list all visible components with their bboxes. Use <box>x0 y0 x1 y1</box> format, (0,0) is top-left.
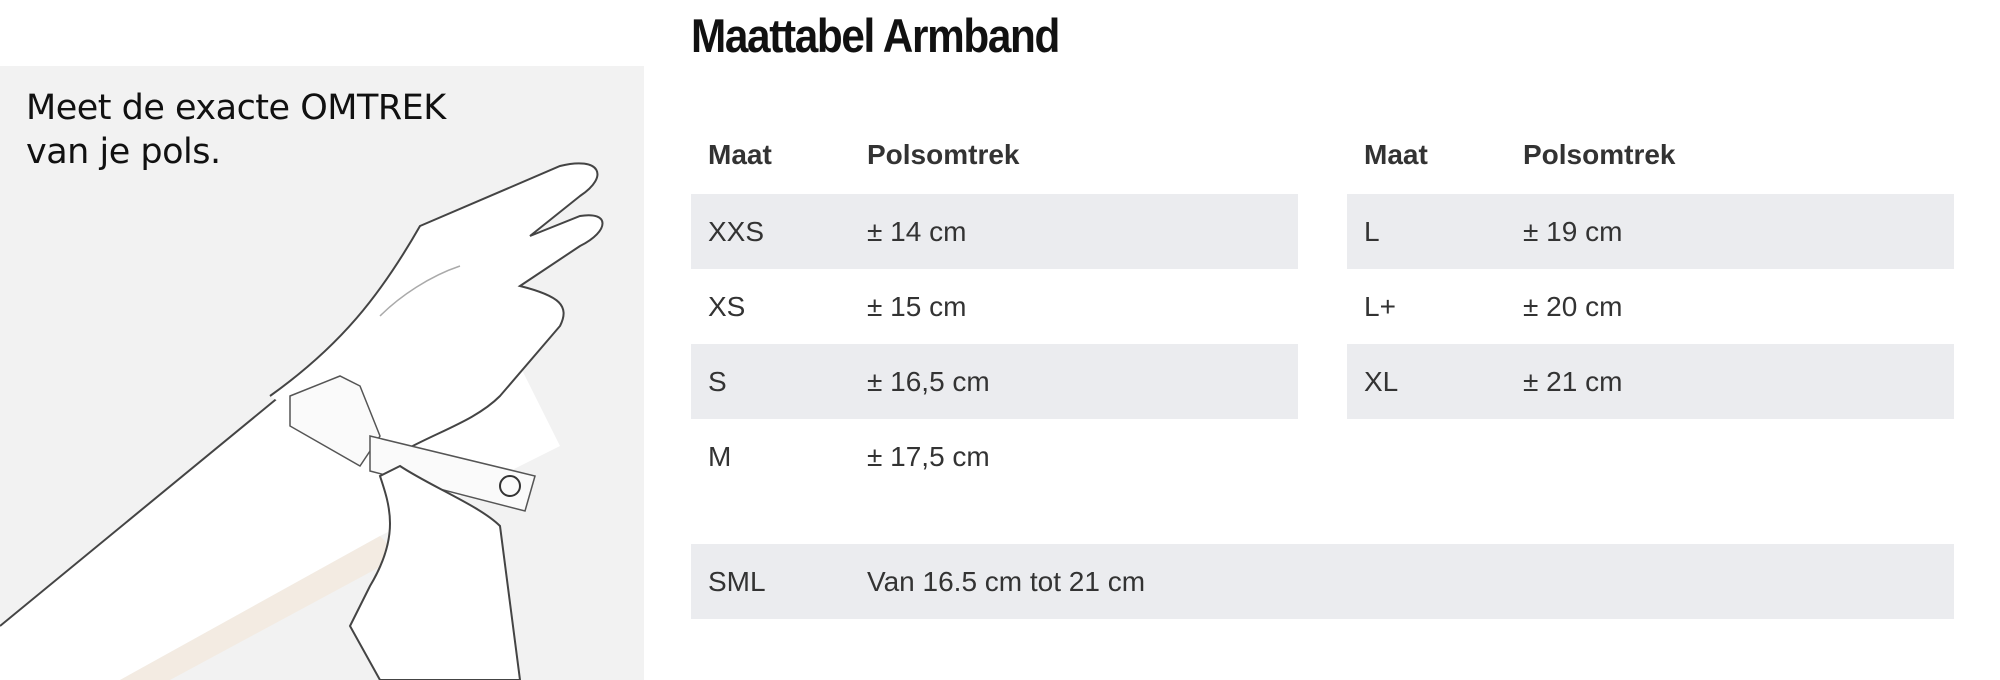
circumference-cell: ± 17,5 cm <box>867 440 990 472</box>
circumference-cell: ± 19 cm <box>1523 215 1623 247</box>
page-title: Maattabel Armband <box>691 9 1060 62</box>
instruction-panel: Meet de exacte OMTREK van je pols. <box>0 66 644 680</box>
size-cell: XXS <box>708 215 765 247</box>
header-size: Maat <box>708 138 772 170</box>
size-cell: M <box>708 440 732 472</box>
circumference-cell: ± 15 cm <box>867 290 967 322</box>
table-row: S ± 16,5 cm <box>691 344 1298 419</box>
header-size: Maat <box>1364 138 1428 170</box>
size-cell: SML <box>708 565 766 597</box>
header-circumference: Polsomtrek <box>1523 138 1676 170</box>
circumference-cell: ± 21 cm <box>1523 365 1623 397</box>
table-row: XXS ± 14 cm <box>691 194 1298 269</box>
circumference-cell: ± 20 cm <box>1523 290 1623 322</box>
range-cell: Van 16.5 cm tot 21 cm <box>867 565 1146 597</box>
table-row: L ± 19 cm <box>1347 194 1954 269</box>
wrist-measuring-illustration <box>0 162 604 680</box>
size-cell: L+ <box>1364 290 1396 322</box>
header-circumference: Polsomtrek <box>867 138 1020 170</box>
table-row: M ± 17,5 cm <box>691 419 1298 494</box>
instruction-line-2: van je pols. <box>26 132 221 172</box>
instruction-text: Meet de exacte OMTREK van je pols. <box>26 86 446 174</box>
size-cell: XS <box>708 290 746 322</box>
sml-row: SML Van 16.5 cm tot 21 cm <box>691 544 1954 619</box>
instruction-line-1: Meet de exacte OMTREK <box>26 88 446 128</box>
table-row: XS ± 15 cm <box>691 269 1298 344</box>
table-row: L+ ± 20 cm <box>1347 269 1954 344</box>
circumference-cell: ± 14 cm <box>867 215 967 247</box>
size-cell: S <box>708 365 727 397</box>
circumference-cell: ± 16,5 cm <box>867 365 990 397</box>
table-header: Maat Polsomtrek <box>1347 117 1954 192</box>
size-cell: L <box>1364 215 1380 247</box>
size-cell: XL <box>1364 365 1399 397</box>
table-row: XL ± 21 cm <box>1347 344 1954 419</box>
table-header: Maat Polsomtrek <box>691 117 1298 192</box>
